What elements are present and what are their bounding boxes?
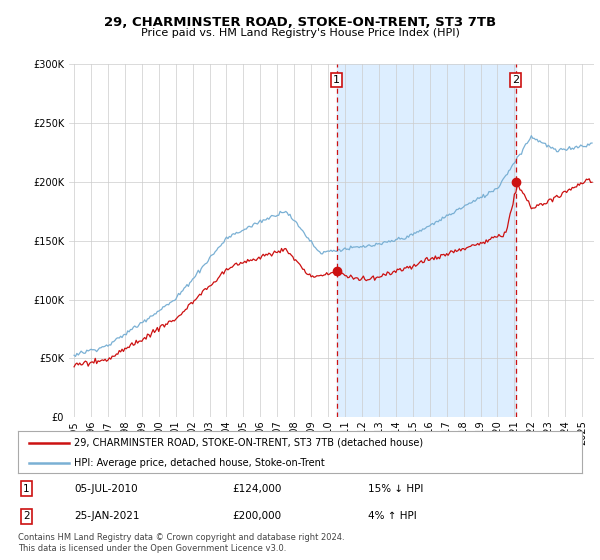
- Text: 1: 1: [23, 484, 30, 494]
- Text: 4% ↑ HPI: 4% ↑ HPI: [368, 511, 416, 521]
- Text: Price paid vs. HM Land Registry's House Price Index (HPI): Price paid vs. HM Land Registry's House …: [140, 28, 460, 38]
- Text: HPI: Average price, detached house, Stoke-on-Trent: HPI: Average price, detached house, Stok…: [74, 458, 325, 468]
- Text: Contains HM Land Registry data © Crown copyright and database right 2024.
This d: Contains HM Land Registry data © Crown c…: [18, 533, 344, 553]
- Text: 29, CHARMINSTER ROAD, STOKE-ON-TRENT, ST3 7TB (detached house): 29, CHARMINSTER ROAD, STOKE-ON-TRENT, ST…: [74, 438, 424, 448]
- Text: 2: 2: [512, 75, 519, 85]
- Text: 2: 2: [23, 511, 30, 521]
- Text: 15% ↓ HPI: 15% ↓ HPI: [368, 484, 423, 494]
- Text: £200,000: £200,000: [232, 511, 281, 521]
- Text: 1: 1: [333, 75, 340, 85]
- Text: 25-JAN-2021: 25-JAN-2021: [74, 511, 140, 521]
- Text: 05-JUL-2010: 05-JUL-2010: [74, 484, 138, 494]
- Text: £124,000: £124,000: [232, 484, 281, 494]
- Bar: [337, 64, 515, 417]
- Text: 29, CHARMINSTER ROAD, STOKE-ON-TRENT, ST3 7TB: 29, CHARMINSTER ROAD, STOKE-ON-TRENT, ST…: [104, 16, 496, 29]
